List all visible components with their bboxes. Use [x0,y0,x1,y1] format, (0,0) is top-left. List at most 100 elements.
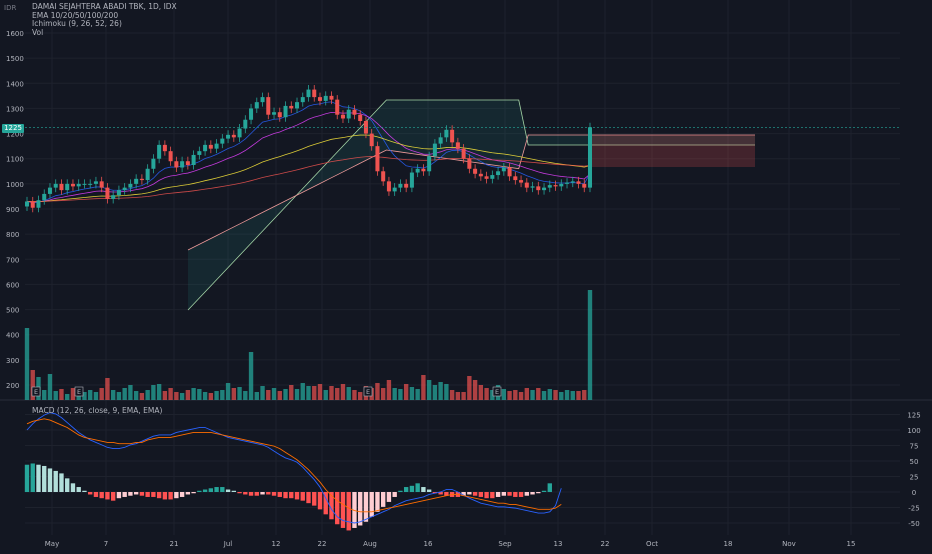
volume-bar [65,394,70,400]
volume-bar [461,392,466,400]
candle-body [444,129,449,138]
candle-body [496,171,501,176]
macd-histogram-bar [88,492,93,495]
candle-body [507,167,512,177]
volume-bar [352,390,357,400]
macd-histogram-bar [541,490,547,492]
earnings-marker: E [34,388,38,396]
volume-bar [99,388,104,400]
x-tick-label: 12 [272,540,281,548]
volume-bar [335,388,340,400]
candle-body [570,181,575,183]
macd-histogram-bar [524,492,529,496]
volume-bar [174,392,179,400]
volume-bar [536,388,541,400]
macd-histogram-bar [518,492,524,497]
candle-body [312,89,317,98]
candle-body [587,127,593,188]
macd-histogram-bar [185,492,191,495]
macd-histogram-bar [398,490,403,492]
candle-body [283,105,288,118]
candle-body [174,161,179,168]
x-tick-label: Nov [782,540,796,548]
macd-histogram-bar [381,492,386,507]
macd-histogram-bar [243,492,248,495]
macd-histogram-bar [513,492,518,497]
volume-bar [266,390,271,400]
price-tick-label: 1100 [6,156,24,164]
macd-histogram-bar [197,490,202,492]
symbol-title[interactable]: DAMAI SEJAHTERA ABADI TBK, 1D, IDX [32,2,177,11]
volume-bar [501,389,507,400]
x-tick-label: May [45,540,59,548]
volume-bar [449,390,455,400]
candle-body [231,134,236,138]
macd-histogram-bar [82,490,87,492]
candle-body [151,158,156,169]
candle-body [547,185,552,188]
candle-body [467,158,472,169]
volume-bar [587,290,593,400]
macd-tick-label: 125 [907,412,920,420]
candle-body [220,138,225,144]
macd-histogram-bar [300,492,305,501]
candle-body [582,183,587,188]
volume-bar [220,390,225,400]
candle-body [461,148,466,159]
x-tick-label: Sep [498,540,512,548]
price-tick-label: 600 [6,281,19,289]
volume-bars [24,290,593,400]
macd-histogram-bar [403,487,409,492]
volume-bar [507,391,512,400]
ema-10-line [26,101,591,204]
volume-bar [490,390,495,400]
x-tick-label: 21 [170,540,179,548]
candle-body [145,168,150,181]
volume-bar [570,391,575,400]
volume-bar [398,389,403,400]
volume-bar [202,392,208,400]
candle-body [203,144,208,152]
ema-legend[interactable]: EMA 10/20/50/100/200 [32,10,119,20]
candle-body [530,186,535,188]
price-tick-label: 1300 [6,105,24,113]
volume-bar [237,387,242,400]
macd-histogram-bar [369,492,374,517]
volume-bar [392,388,397,400]
macd-histogram-bar [191,492,196,494]
earnings-marker-box [363,386,373,397]
volume-bar [329,386,334,400]
volume-bar [225,383,231,400]
macd-tick-label: 25 [910,474,919,482]
candle-body [289,105,294,109]
macd-legend[interactable]: MACD (12, 26, close, 9, EMA, EMA) [32,406,163,415]
x-tick-label: Oct [646,540,658,548]
price-tick-label: 1500 [6,55,24,63]
x-tick-label: 15 [847,540,856,548]
candle-body [162,144,167,152]
volume-bar [553,390,558,400]
macd-histogram-bar [179,492,185,497]
volume-bar [197,389,202,400]
ichimoku-legend[interactable]: Ichimoku (9, 26, 52, 26) [32,19,122,29]
macd-histogram-bar [495,492,501,497]
macd-histogram-bar [340,492,346,528]
volume-bar [254,392,259,400]
candle-body [157,144,162,159]
macd-histogram-bar [202,489,208,492]
vol-legend[interactable]: Vol [32,27,44,37]
candle-body [490,175,495,179]
candle-body [254,102,259,109]
candle-body [88,183,93,185]
candle-body [340,114,345,119]
candle-body [553,185,558,187]
candle-body [415,168,420,173]
candle-body [519,180,524,183]
candle-body [237,128,242,138]
candle-body [249,108,254,120]
candle-body [266,97,271,115]
earnings-marker-box [31,386,41,397]
macd-histogram-bar [536,492,541,494]
macd-histogram-bar [490,492,495,499]
